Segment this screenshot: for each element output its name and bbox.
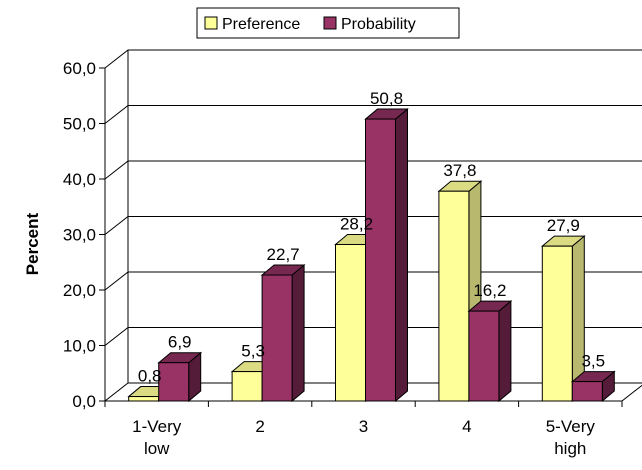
bar-probability [570, 370, 616, 403]
y-tick-label: 20,0 [63, 281, 96, 300]
bar-front-face [335, 243, 366, 402]
bar-front-face [541, 245, 573, 402]
legend-swatch [323, 16, 337, 30]
bar-side-face [291, 263, 305, 403]
x-tick-label: 3 [359, 417, 368, 436]
data-label: 37,8 [443, 161, 476, 180]
y-tick-label: 60,0 [63, 59, 96, 78]
legend-swatch [204, 16, 218, 30]
gridline [104, 105, 642, 124]
bar-side-face [395, 107, 408, 403]
bar-probability [157, 351, 203, 403]
x-tick-label: 4 [462, 417, 471, 436]
bar-probability [260, 263, 306, 403]
data-label: 27,9 [547, 216, 580, 235]
bar-probability [467, 300, 513, 403]
bar-front-face [571, 381, 603, 402]
data-label: 0,8 [138, 367, 162, 386]
bar-front-face [261, 274, 293, 402]
bar-front-face [158, 362, 190, 402]
x-tick-label: 5-Very high [546, 417, 596, 458]
bar-side-face [498, 300, 512, 403]
legend-label: Preference [222, 16, 300, 33]
gridline [104, 49, 642, 69]
legend-label: Probability [341, 16, 416, 33]
legend: Preference Probability [196, 7, 460, 39]
y-tick-label: 30,0 [63, 226, 96, 245]
data-labels: 0,8 6,9 5,3 22,7 28,2 50,8 37,8 16,2 27,9 3,5 [138, 89, 605, 386]
data-label: 50,8 [370, 89, 403, 108]
bar-front-face [128, 396, 160, 402]
x-tick-label: 2 [255, 417, 264, 436]
y-tick-label: 40,0 [63, 170, 96, 189]
axes: 0,0 10,0 20,0 30,0 40,0 50,0 60,0 1-Very low 2 3 4 5… [63, 59, 623, 458]
y-axis-title: Percent [23, 212, 42, 275]
y-tick-label: 10,0 [63, 337, 96, 356]
data-label: 5,3 [241, 342, 265, 361]
data-label: 22,7 [267, 245, 300, 264]
y-tick-label: 50,0 [63, 115, 96, 134]
y-tick-label: 0,0 [72, 392, 96, 411]
data-label: 6,9 [168, 333, 192, 352]
data-label: 16,2 [473, 281, 506, 300]
bar-front-face [231, 371, 263, 402]
data-label: 3,5 [581, 352, 605, 371]
bar-front-face [438, 190, 470, 402]
bars [127, 107, 616, 403]
bar-probability [364, 107, 409, 403]
bar-front-face [365, 118, 396, 402]
x-tick-label: 1-Very low [132, 417, 182, 458]
bar-front-face [468, 310, 500, 402]
data-label: 28,2 [340, 214, 373, 233]
gridline [104, 160, 642, 180]
